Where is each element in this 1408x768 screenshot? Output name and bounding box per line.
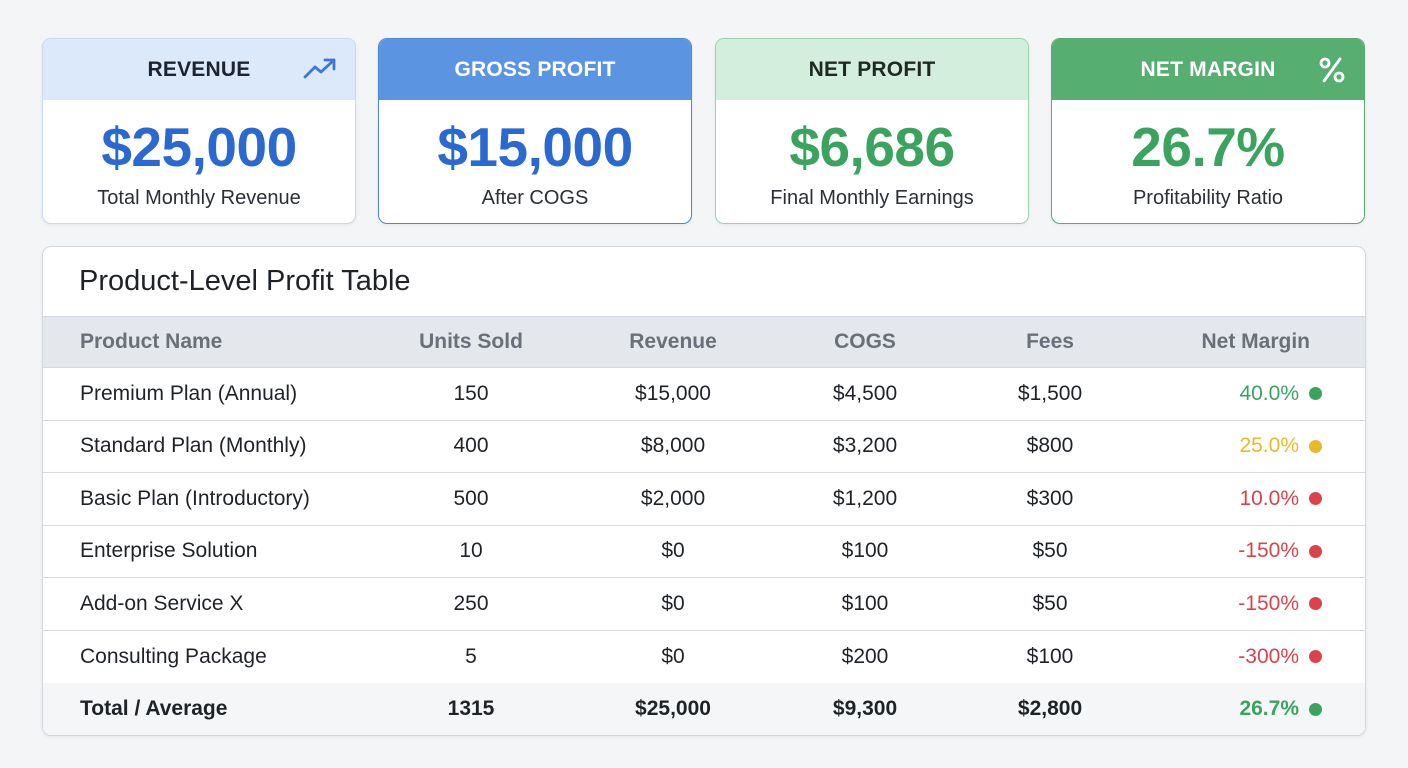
revenue-value: $0 bbox=[661, 644, 685, 668]
net-margin-card: NET MARGIN 26.7% Profitability Ratio bbox=[1051, 38, 1365, 224]
gross-profit-card-label: GROSS PROFIT bbox=[454, 57, 616, 81]
net-profit-card-subtitle: Final Monthly Earnings bbox=[770, 187, 974, 209]
total-row-cogs: $9,300 bbox=[832, 697, 898, 721]
table-title: Product-Level Profit Table bbox=[43, 247, 1365, 317]
cogs-value: $4,500 bbox=[832, 381, 898, 405]
net-margin-cell: 40.0% bbox=[1239, 381, 1299, 405]
net-margin-cell: -150% bbox=[1238, 539, 1299, 563]
revenue-card-value: $25,000 bbox=[101, 116, 297, 178]
net-profit-card-label: NET PROFIT bbox=[808, 57, 936, 81]
column-header-units-sold-label: Units Sold bbox=[419, 330, 523, 353]
net-margin-cell: 10.0% bbox=[1239, 486, 1299, 510]
product-name-cell: Enterprise Solution bbox=[80, 539, 258, 563]
net-margin-card-subtitle: Profitability Ratio bbox=[1132, 187, 1284, 209]
cogs-value: $100 bbox=[841, 539, 889, 563]
gross-profit-card-value: $15,000 bbox=[437, 116, 633, 178]
status-dot bbox=[1309, 492, 1322, 506]
status-dot bbox=[1309, 702, 1322, 716]
status-dot bbox=[1309, 597, 1322, 611]
column-header-revenue-label: Revenue bbox=[629, 330, 717, 353]
profit-table-panel: Product-Level Profit Table Product Name … bbox=[42, 246, 1366, 736]
units-sold-value: 150 bbox=[453, 381, 489, 405]
product-name-cell: Add-on Service X bbox=[80, 591, 244, 615]
total-row-label: Total / Average bbox=[80, 697, 228, 721]
trending-up-icon bbox=[303, 56, 337, 86]
net-margin-card-label: NET MARGIN bbox=[1140, 57, 1276, 81]
product-name-cell: Basic Plan (Introductory) bbox=[80, 486, 310, 510]
kpi-cards: REVENUE $25,000 Total Monthly Revenue GR… bbox=[42, 38, 1366, 224]
cogs-value: $200 bbox=[841, 644, 889, 668]
status-dot bbox=[1309, 650, 1322, 664]
table-row: Consulting Package 5 $0 $200 $100 -300% bbox=[43, 631, 1365, 684]
cogs-value: $100 bbox=[841, 591, 889, 615]
fees-value: $300 bbox=[1026, 486, 1074, 510]
net-profit-card-header: NET PROFIT bbox=[716, 39, 1028, 100]
total-row-fees: $2,800 bbox=[1017, 697, 1083, 721]
table-row: Standard Plan (Monthly) 400 $8,000 $3,200 $8… bbox=[43, 421, 1365, 473]
fees-value: $50 bbox=[1032, 591, 1068, 615]
units-sold-value: 250 bbox=[453, 591, 489, 615]
net-margin-cell: -300% bbox=[1238, 644, 1299, 668]
product-name-cell: Premium Plan (Annual) bbox=[80, 381, 298, 405]
gross-profit-card: GROSS PROFIT $15,000 After COGS bbox=[378, 38, 692, 224]
column-header-product-name: Product Name bbox=[80, 330, 223, 353]
gross-profit-card-subtitle: After COGS bbox=[481, 187, 589, 209]
units-sold-value: 10 bbox=[459, 539, 483, 563]
table-row: Enterprise Solution 10 $0 $100 $50 -150% bbox=[43, 526, 1365, 578]
fees-value: $100 bbox=[1026, 644, 1074, 668]
net-margin-cell: 25.0% bbox=[1239, 434, 1299, 458]
revenue-card-label: REVENUE bbox=[147, 57, 251, 81]
fees-value: $50 bbox=[1032, 539, 1068, 563]
revenue-card: REVENUE $25,000 Total Monthly Revenue bbox=[42, 38, 356, 224]
percent-icon bbox=[1318, 56, 1346, 90]
product-name-cell: Standard Plan (Monthly) bbox=[80, 434, 307, 458]
units-sold-value: 400 bbox=[453, 434, 489, 458]
table-row: Premium Plan (Annual) 150 $15,000 $4,500 $1,… bbox=[43, 368, 1365, 421]
product-name-cell: Consulting Package bbox=[80, 644, 267, 668]
revenue-value: $0 bbox=[661, 539, 685, 563]
fees-value: $1,500 bbox=[1017, 381, 1083, 405]
table-header-row: Product Name Units Sold Revenue COGS Fee… bbox=[43, 317, 1365, 368]
status-dot bbox=[1309, 387, 1322, 401]
total-row-margin: 26.7% bbox=[1239, 697, 1299, 721]
column-header-fees-label: Fees bbox=[1026, 330, 1074, 353]
revenue-card-header: REVENUE bbox=[43, 39, 355, 100]
revenue-value: $2,000 bbox=[640, 486, 706, 510]
total-row-revenue: $25,000 bbox=[635, 697, 711, 721]
net-profit-card-value: $6,686 bbox=[789, 116, 955, 178]
net-profit-card: NET PROFIT $6,686 Final Monthly Earnings bbox=[715, 38, 1029, 224]
gross-profit-card-header: GROSS PROFIT bbox=[379, 39, 691, 100]
units-sold-value: 500 bbox=[453, 486, 489, 510]
net-margin-card-value: 26.7% bbox=[1131, 116, 1285, 178]
column-header-cogs-label: COGS bbox=[834, 330, 896, 353]
revenue-value: $0 bbox=[661, 591, 685, 615]
status-dot bbox=[1309, 544, 1322, 558]
cogs-value: $1,200 bbox=[832, 486, 898, 510]
net-margin-cell: -150% bbox=[1238, 591, 1299, 615]
revenue-value: $8,000 bbox=[640, 434, 706, 458]
table-row: Basic Plan (Introductory) 500 $2,000 $1,200… bbox=[43, 473, 1365, 526]
total-row-units: 1315 bbox=[447, 697, 495, 721]
fees-value: $800 bbox=[1026, 434, 1074, 458]
column-header-net-margin: Net Margin bbox=[1201, 330, 1310, 353]
units-sold-value: 5 bbox=[465, 644, 477, 668]
net-margin-card-header: NET MARGIN bbox=[1052, 39, 1364, 100]
status-dot bbox=[1309, 439, 1322, 453]
cogs-value: $3,200 bbox=[832, 434, 898, 458]
table-row: Add-on Service X 250 $0 $100 $50 -150% bbox=[43, 578, 1365, 631]
revenue-card-subtitle: Total Monthly Revenue bbox=[97, 187, 301, 209]
revenue-value: $15,000 bbox=[635, 381, 711, 405]
table-total-row: Total / Average 1315 $25,000 $9,300 $2,8… bbox=[43, 683, 1365, 735]
table-body: Premium Plan (Annual) 150 $15,000 $4,500 $1,… bbox=[43, 368, 1365, 683]
